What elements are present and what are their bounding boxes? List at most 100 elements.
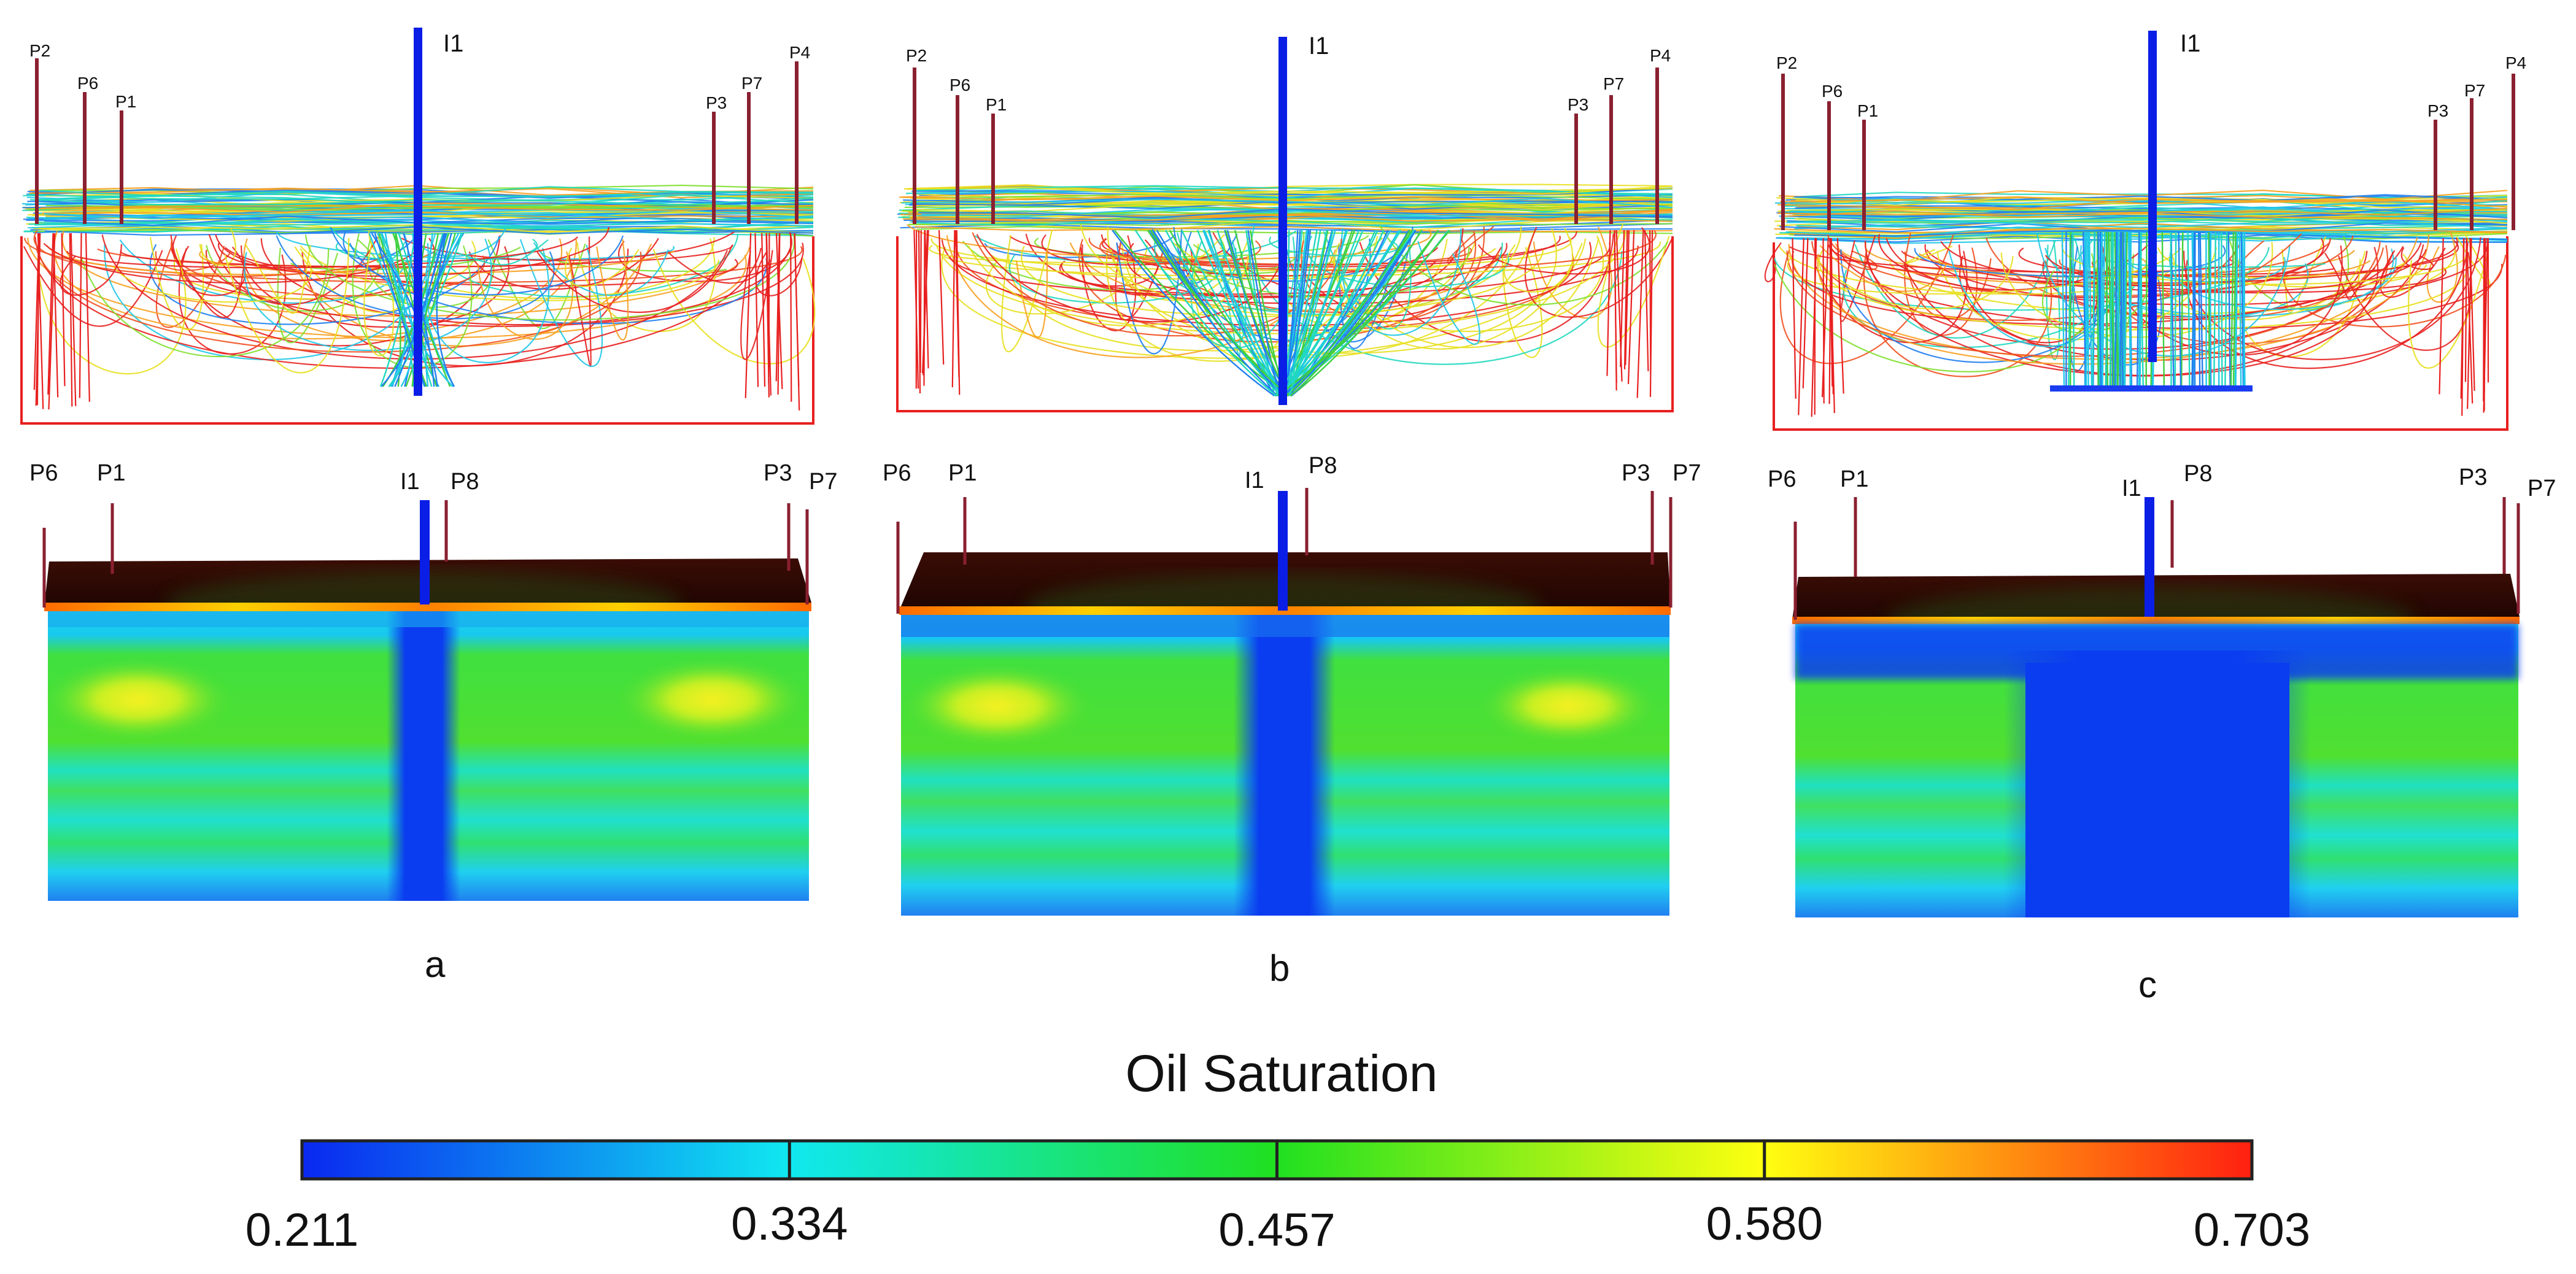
oil-pocket-left <box>905 666 1089 746</box>
streamline <box>2461 237 2465 416</box>
streamline-view-c: P2 P6 P1 P3 P7 P4 I1 <box>1764 30 2526 431</box>
streamline <box>149 237 204 331</box>
streamline <box>1828 237 1832 404</box>
streamline <box>34 236 762 369</box>
colorbar-title: Oil Saturation <box>1126 1044 1438 1102</box>
streamline-envelope <box>896 236 1674 412</box>
well-label-P7: P7 <box>741 74 762 93</box>
streamline <box>2197 231 2201 390</box>
streamline <box>456 239 549 266</box>
streamline <box>1773 247 2270 311</box>
saturation-view-c: P6 P1 I1 P8 P3 P7 <box>1768 461 2556 917</box>
streamline <box>924 230 929 369</box>
streamline <box>477 251 574 340</box>
streamline <box>1811 237 1817 417</box>
streamline <box>1121 230 1536 358</box>
streamline <box>1914 245 2226 277</box>
streamline <box>2161 231 2165 390</box>
streamline <box>1776 209 2508 219</box>
streamline-view-b: P2 P6 P1 P3 P7 P4 I1 <box>896 33 1674 412</box>
top-water-layer <box>901 615 1669 637</box>
streamline <box>1780 196 2508 204</box>
streamline <box>2085 231 2090 390</box>
streamline <box>174 241 476 300</box>
well-label-P3: P3 <box>706 93 727 112</box>
streamlines-c <box>1764 189 2508 417</box>
streamline <box>2185 242 2469 369</box>
streamline <box>1340 228 1462 336</box>
streamline <box>745 233 752 398</box>
saturation-view-b: P6 P1 I1 P8 P3 P7 <box>883 453 1701 916</box>
streamline <box>1283 230 1328 396</box>
streamline <box>1777 207 2508 216</box>
streamline <box>2238 231 2242 390</box>
streamline <box>930 237 1572 271</box>
streamline <box>1802 237 1809 388</box>
streamline <box>2213 231 2217 390</box>
streamline <box>487 239 586 330</box>
streamline <box>1828 237 2458 284</box>
streamline <box>2105 231 2109 390</box>
panel-label-b: b <box>1269 948 1290 989</box>
streamline <box>533 242 669 296</box>
streamline <box>1798 237 1804 415</box>
well-label-P8: P8 <box>1309 453 1337 479</box>
streamline <box>1291 230 1439 396</box>
streamline <box>1334 235 1604 333</box>
streamline <box>2088 231 2093 390</box>
streamline <box>2070 234 2162 366</box>
well-label-P1: P1 <box>115 92 136 111</box>
streamline <box>2224 231 2228 390</box>
streamline <box>1774 196 2508 207</box>
streamline <box>112 248 312 303</box>
streamline <box>2097 231 2102 390</box>
streamline <box>1417 241 1480 345</box>
streamline <box>171 249 246 318</box>
streamline <box>436 233 455 387</box>
streamline <box>241 245 510 328</box>
well-label-P1: P1 <box>1840 466 1868 492</box>
streamline <box>1854 239 2056 339</box>
injector-well-I1 <box>420 500 430 604</box>
streamline <box>1150 230 1290 396</box>
streamline <box>199 250 675 274</box>
streamline <box>2469 237 2475 391</box>
streamline <box>1034 234 1369 258</box>
producer-wells-top-a <box>35 58 799 224</box>
well-label-P3: P3 <box>1568 95 1588 114</box>
streamline <box>304 234 795 321</box>
streamline <box>2000 242 2273 338</box>
well-label-P3: P3 <box>1622 460 1650 486</box>
streamline <box>1948 240 2121 347</box>
streamline <box>2221 231 2223 390</box>
streamline <box>2169 250 2397 311</box>
streamline <box>2464 237 2467 382</box>
streamline <box>972 232 1342 337</box>
streamline <box>2178 231 2182 390</box>
colorbar-ticks: 0.211 0.334 0.457 0.580 0.703 <box>246 1141 2310 1256</box>
streamline <box>2380 247 2446 298</box>
streamline <box>1165 230 1282 396</box>
streamline <box>61 233 66 387</box>
producer-wells-top-b <box>913 68 1659 224</box>
colorbar-tick-label: 0.580 <box>1706 1198 1823 1250</box>
well-label-P8: P8 <box>451 469 479 495</box>
streamline <box>2096 231 2099 390</box>
streamline <box>1288 230 1334 396</box>
streamline <box>1623 230 1628 369</box>
well-label-P1: P1 <box>1857 101 1878 120</box>
panel-label-a: a <box>425 944 446 985</box>
streamline <box>2439 237 2444 395</box>
streamline <box>2208 231 2210 390</box>
well-label-P6: P6 <box>1822 82 1843 101</box>
streamline <box>2082 231 2087 390</box>
streamline <box>61 230 751 317</box>
streamline <box>2191 231 2195 390</box>
oil-pocket-right <box>1482 669 1654 743</box>
streamline <box>1783 210 2508 220</box>
swept-zone <box>387 611 460 901</box>
injector-label: I1 <box>1309 33 1329 60</box>
streamline <box>1819 245 1947 292</box>
saturation-view-a: P6 P1 I1 P8 P3 P7 <box>29 460 837 901</box>
streamline <box>1597 223 1670 348</box>
